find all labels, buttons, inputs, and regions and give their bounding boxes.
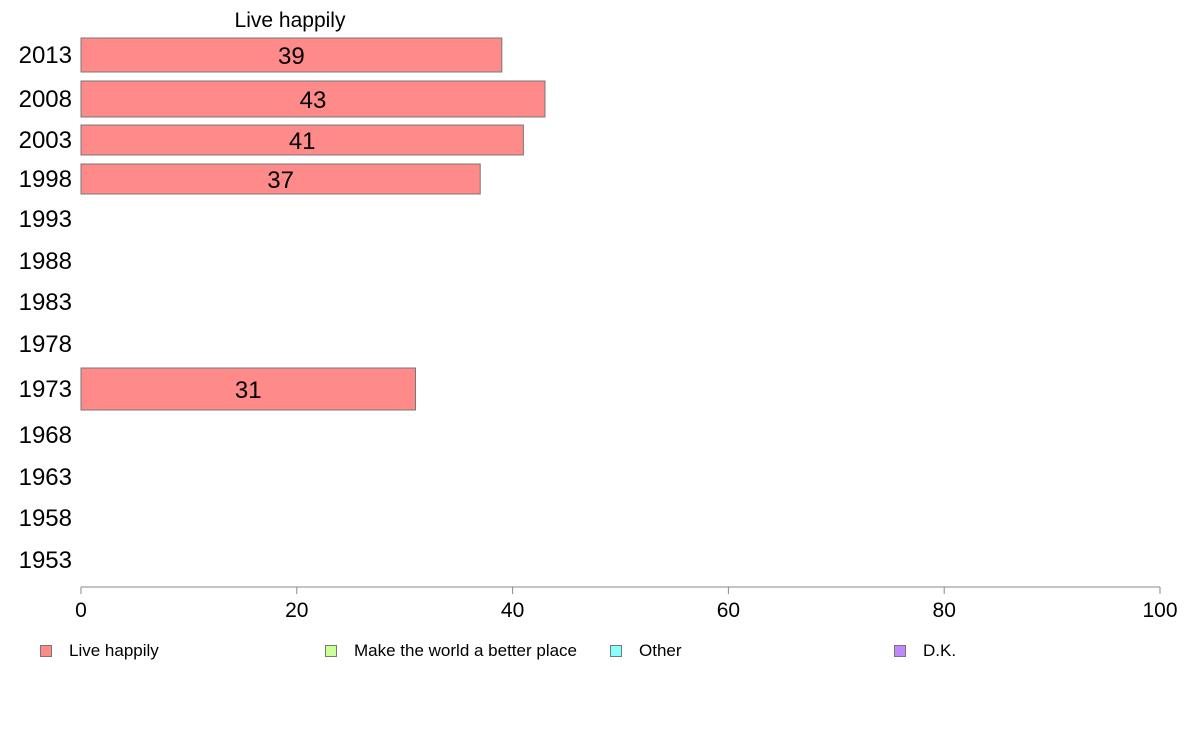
y-tick-label-1973: 1973 (19, 376, 72, 403)
y-tick-label-1988: 1988 (19, 248, 72, 275)
bar-label-1998: 37 (267, 167, 294, 194)
bar-label-1973: 31 (235, 377, 262, 404)
y-tick-label-1953: 1953 (19, 547, 72, 574)
legend-swatch-dk (894, 645, 906, 657)
y-tick-label-1998: 1998 (19, 166, 72, 193)
legend-item-dk: D.K. (894, 641, 956, 661)
y-tick-label-1958: 1958 (19, 505, 72, 532)
bar-2003 (80, 124, 524, 156)
bar-1998 (80, 163, 481, 195)
x-tick-label-60: 60 (717, 599, 740, 622)
chart-title: Live happily (235, 9, 346, 32)
y-tick-label-2003: 2003 (19, 127, 72, 154)
legend-label-live-happily: Live happily (69, 641, 159, 660)
legend-label-other: Other (639, 641, 682, 660)
x-tick-label-40: 40 (501, 599, 524, 622)
y-tick-label-2008: 2008 (19, 86, 72, 113)
bar-label-2003: 41 (289, 128, 316, 155)
legend: Live happily Make the world a better pla… (0, 641, 1188, 661)
bar-label-2008: 43 (300, 87, 327, 114)
legend-item-other: Other (610, 641, 682, 661)
legend-item-make-the-world-a-better-place: Make the world a better place (325, 641, 577, 661)
legend-item-live-happily: Live happily (40, 641, 159, 661)
bar-label-2013: 39 (278, 43, 305, 70)
y-tick-label-1993: 1993 (19, 206, 72, 233)
legend-swatch-live-happily (40, 645, 52, 657)
y-tick-label-1968: 1968 (19, 422, 72, 449)
bar-chart: Live happily 2013 2008 2003 1998 1993 1988 198… (19, 9, 1178, 622)
bar-2013 (80, 37, 503, 73)
legend-swatch-make-the-world-a-better-place (325, 645, 337, 657)
legend-label-dk: D.K. (923, 641, 957, 660)
y-tick-label-1983: 1983 (19, 289, 72, 316)
bar-2008 (80, 80, 546, 118)
y-tick-label-1978: 1978 (19, 331, 72, 358)
y-tick-label-1963: 1963 (19, 464, 72, 491)
bar-1973 (80, 367, 416, 411)
y-tick-label-2013: 2013 (19, 42, 72, 69)
legend-label-make-the-world-a-better-place: Make the world a better place (354, 641, 578, 660)
x-tick-label-20: 20 (285, 599, 308, 622)
x-tick-label-80: 80 (933, 599, 956, 622)
x-tick-label-0: 0 (75, 599, 87, 622)
legend-swatch-other (610, 645, 622, 657)
x-tick-label-100: 100 (1142, 599, 1177, 622)
